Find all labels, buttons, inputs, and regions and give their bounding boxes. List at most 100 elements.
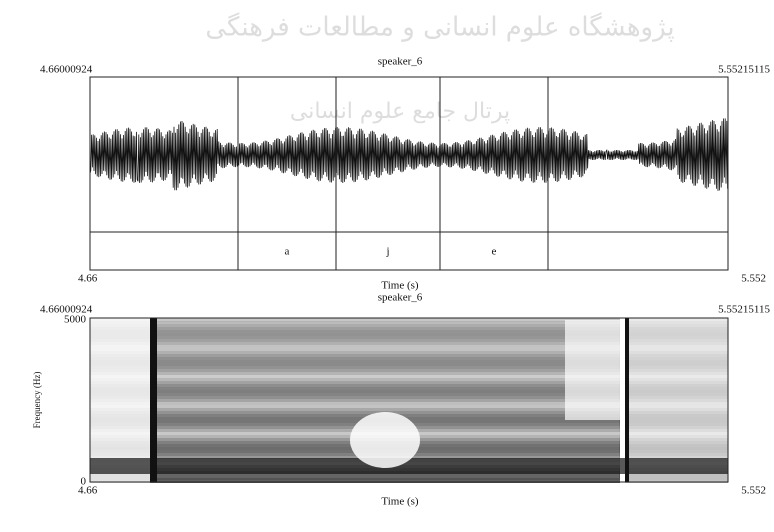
spectrogram-band: [90, 336, 150, 339]
spectrogram: [90, 318, 728, 483]
spectrogram-band: [625, 402, 728, 405]
spectrogram-band: [90, 366, 150, 369]
spectrogram-band: [90, 474, 150, 477]
spectrogram-band: [90, 330, 150, 333]
spectrogram-band: [625, 414, 728, 417]
waveform-frame: [89, 76, 729, 271]
spectrogram-band: [625, 369, 728, 372]
watermark: پرتال جامع علوم انسانی: [290, 99, 510, 124]
spectrogram-band: [150, 363, 620, 366]
end-time: 5.55215115: [718, 64, 770, 76]
spectrogram-band: [625, 366, 728, 369]
spectrogram-band: [150, 402, 620, 405]
boundaries: [237, 77, 549, 270]
spectrogram-band: [90, 348, 150, 351]
spectrogram-band: [90, 477, 150, 480]
spectrogram-band: [150, 408, 620, 411]
spectrogram-band: [150, 330, 620, 333]
spectrogram-band: [150, 357, 620, 360]
spectrogram-band: [90, 351, 150, 354]
spectrogram-band: [90, 447, 150, 450]
spectrogram-band: [150, 339, 620, 342]
spectrogram-band: [90, 324, 150, 327]
spectrogram-band: [90, 420, 150, 423]
waveform: [89, 118, 728, 191]
spectrogram-band: [150, 393, 620, 396]
spectrogram-band: [625, 399, 728, 402]
spectrogram-band: [90, 426, 150, 429]
spectrogram-band: [625, 387, 728, 390]
spectrogram-band: [90, 432, 150, 435]
spectrogram-band: [150, 399, 620, 402]
spectrogram-band: [90, 372, 150, 375]
spectrogram-band: [625, 357, 728, 360]
spectrogram-band: [150, 390, 620, 393]
spectrogram-band: [90, 423, 150, 426]
spectrogram-band: [150, 321, 620, 324]
spectrogram-band: [150, 384, 620, 387]
spectrogram-band: [625, 333, 728, 336]
spectrogram-band: [625, 411, 728, 414]
spectrogram-frame: [89, 317, 729, 483]
spectrogram-band: [90, 396, 150, 399]
spectrogram-band: [625, 354, 728, 357]
x-label: Time (s): [381, 280, 419, 292]
spectrogram-band: [625, 345, 728, 348]
spectrogram-band: [625, 396, 728, 399]
spectrogram-band: [625, 426, 728, 429]
spectrogram-band: [625, 474, 728, 477]
spectrogram-band: [150, 369, 620, 372]
spectrogram-band: [625, 342, 728, 345]
spectrogram-band: [90, 402, 150, 405]
spectrogram-band: [150, 318, 620, 321]
spectrogram-band: [90, 354, 150, 357]
spectrogram-band: [90, 408, 150, 411]
spectrogram-band: [625, 348, 728, 351]
spectrogram-band: [90, 453, 150, 456]
dark-edge: [150, 318, 157, 482]
spectrogram-band: [150, 342, 620, 345]
spectrogram-band: [625, 447, 728, 450]
spectrogram-band: [625, 363, 728, 366]
panel-title: speaker_6: [378, 292, 423, 304]
spectrogram-band: [625, 318, 728, 321]
start-time: 4.66000924: [40, 64, 93, 76]
x-end: 5.552: [741, 273, 766, 285]
spectrogram-band: [90, 405, 150, 408]
spectrogram-band: [150, 405, 620, 408]
segment-label: a: [285, 246, 290, 258]
spectrogram-band: [90, 327, 150, 330]
bright-region: [565, 320, 625, 420]
spectrogram-band: [625, 456, 728, 459]
spectrogram-band: [625, 372, 728, 375]
spectrogram-band: [150, 327, 620, 330]
x-start: 4.66: [78, 273, 98, 285]
spectrogram-band: [90, 318, 150, 321]
spectrogram-band: [90, 414, 150, 417]
spectrogram-band: [150, 348, 620, 351]
spectrogram-band: [150, 375, 620, 378]
spectrogram-band: [150, 333, 620, 336]
spectrogram-band: [625, 450, 728, 453]
start-time: 4.66000924: [40, 304, 93, 316]
spectrogram-band: [90, 339, 150, 342]
spectrogram-band: [150, 474, 620, 477]
spectrogram-band: [90, 381, 150, 384]
spectrogram-band: [625, 453, 728, 456]
y-min: 0: [81, 476, 87, 488]
spectrogram-band: [625, 390, 728, 393]
spectrogram-band: [625, 435, 728, 438]
spectrogram-band: [150, 336, 620, 339]
bright-region: [350, 412, 420, 468]
spectrogram-band: [90, 435, 150, 438]
spectrogram-band: [625, 420, 728, 423]
spectrogram-band: [150, 345, 620, 348]
spectrogram-band: [90, 342, 150, 345]
spectrogram-band: [625, 384, 728, 387]
spectrogram-band: [625, 336, 728, 339]
spectrogram-band: [150, 354, 620, 357]
x-start: 4.66: [78, 485, 98, 497]
spectrogram-band: [625, 375, 728, 378]
x-end: 5.552: [741, 485, 766, 497]
